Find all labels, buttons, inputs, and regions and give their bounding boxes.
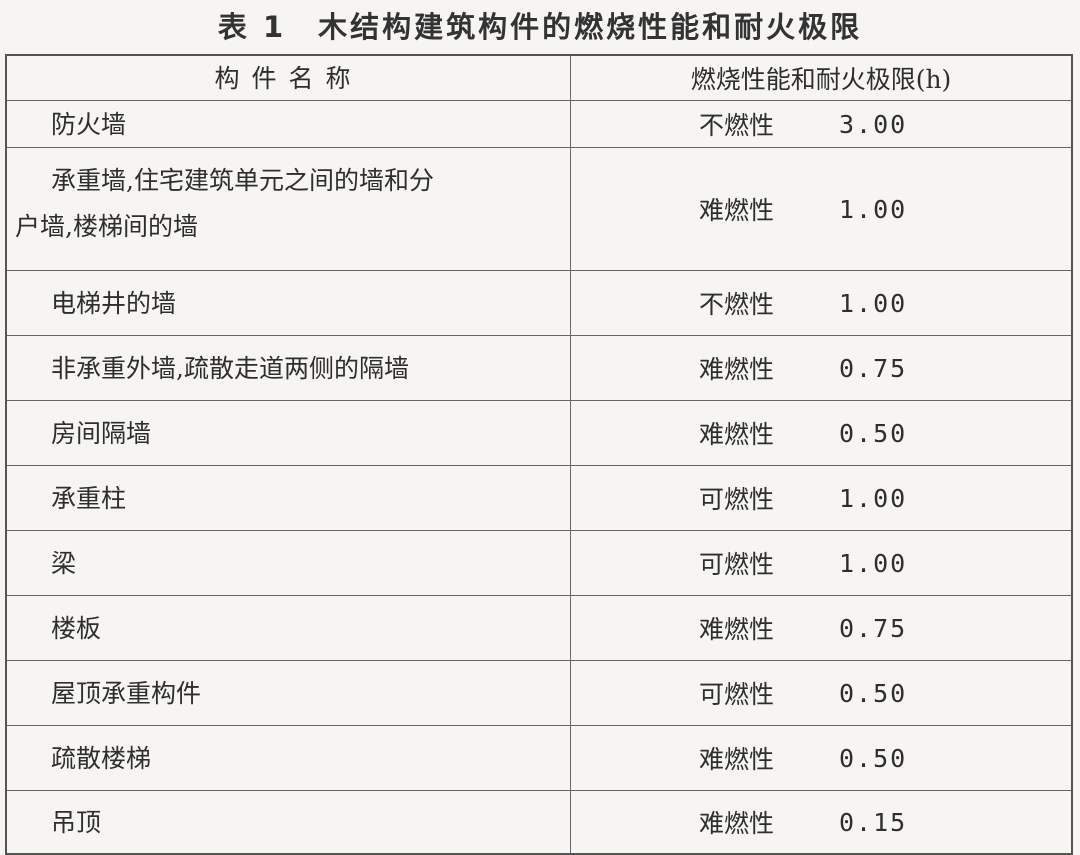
component-name: 吊顶 bbox=[7, 791, 571, 853]
table-header-row: 构件名称 燃烧性能和耐火极限(h) bbox=[7, 56, 1071, 100]
component-name: 疏散楼梯 bbox=[7, 726, 571, 790]
combustibility-class: 难燃性 bbox=[699, 355, 775, 384]
component-name: 梁 bbox=[7, 531, 571, 595]
combustibility-class: 难燃性 bbox=[699, 420, 775, 449]
table-row: 梁 可燃性 1.00 bbox=[7, 530, 1071, 595]
combustibility-class: 难燃性 bbox=[699, 809, 775, 838]
combustibility-class: 难燃性 bbox=[699, 196, 775, 225]
component-name-line1: 承重墙,住宅建筑单元之间的墙和分 bbox=[51, 166, 434, 195]
header-fire-rating: 燃烧性能和耐火极限(h) bbox=[690, 65, 952, 94]
component-name: 防火墙 bbox=[7, 101, 571, 147]
component-name: 电梯井的墙 bbox=[7, 271, 571, 335]
table-row: 承重墙,住宅建筑单元之间的墙和分 户墙,楼梯间的墙 难燃性 1.00 bbox=[7, 147, 1071, 270]
table-row: 承重柱 可燃性 1.00 bbox=[7, 465, 1071, 530]
combustibility-class: 不燃性 bbox=[699, 111, 775, 140]
combustibility-class: 难燃性 bbox=[699, 745, 775, 774]
table-row: 楼板 难燃性 0.75 bbox=[7, 595, 1071, 660]
fire-resistance-hours: 0.75 bbox=[839, 353, 908, 383]
combustibility-class: 可燃性 bbox=[699, 550, 775, 579]
fire-resistance-hours: 1.00 bbox=[839, 194, 908, 224]
combustibility-class: 可燃性 bbox=[699, 680, 775, 709]
table-row: 电梯井的墙 不燃性 1.00 bbox=[7, 270, 1071, 335]
component-name: 房间隔墙 bbox=[7, 401, 571, 465]
fire-resistance-hours: 0.50 bbox=[839, 418, 908, 448]
component-name: 非承重外墙,疏散走道两侧的隔墙 bbox=[7, 336, 571, 400]
combustibility-class: 难燃性 bbox=[699, 615, 775, 644]
fire-resistance-hours: 3.00 bbox=[839, 109, 908, 139]
table-title: 表 1 木结构建筑构件的燃烧性能和耐火极限 bbox=[217, 10, 863, 44]
combustibility-class: 可燃性 bbox=[699, 485, 775, 514]
table-row: 屋顶承重构件 可燃性 0.50 bbox=[7, 660, 1071, 725]
component-name: 承重柱 bbox=[7, 466, 571, 530]
table-row: 非承重外墙,疏散走道两侧的隔墙 难燃性 0.75 bbox=[7, 335, 1071, 400]
table-row: 房间隔墙 难燃性 0.50 bbox=[7, 400, 1071, 465]
table-row: 疏散楼梯 难燃性 0.50 bbox=[7, 725, 1071, 790]
component-name: 楼板 bbox=[7, 596, 571, 660]
fire-resistance-hours: 0.15 bbox=[839, 807, 908, 837]
fire-resistance-hours: 0.50 bbox=[839, 743, 908, 773]
combustibility-class: 不燃性 bbox=[699, 290, 775, 319]
fire-resistance-hours: 1.00 bbox=[839, 288, 908, 318]
header-component-name: 构件名称 bbox=[7, 56, 571, 100]
fire-resistance-hours: 0.50 bbox=[839, 678, 908, 708]
table-row: 吊顶 难燃性 0.15 bbox=[7, 790, 1071, 853]
component-name: 屋顶承重构件 bbox=[7, 661, 571, 725]
fire-rating-table: 构件名称 燃烧性能和耐火极限(h) 防火墙 不燃性 3.00 承重墙,住宅建筑单元… bbox=[5, 54, 1073, 855]
fire-resistance-hours: 1.00 bbox=[839, 548, 908, 578]
component-name: 承重墙,住宅建筑单元之间的墙和分 户墙,楼梯间的墙 bbox=[7, 148, 571, 270]
fire-resistance-hours: 1.00 bbox=[839, 483, 908, 513]
table-row: 防火墙 不燃性 3.00 bbox=[7, 100, 1071, 147]
component-name-line2: 户墙,楼梯间的墙 bbox=[15, 212, 198, 241]
fire-resistance-hours: 0.75 bbox=[839, 613, 908, 643]
